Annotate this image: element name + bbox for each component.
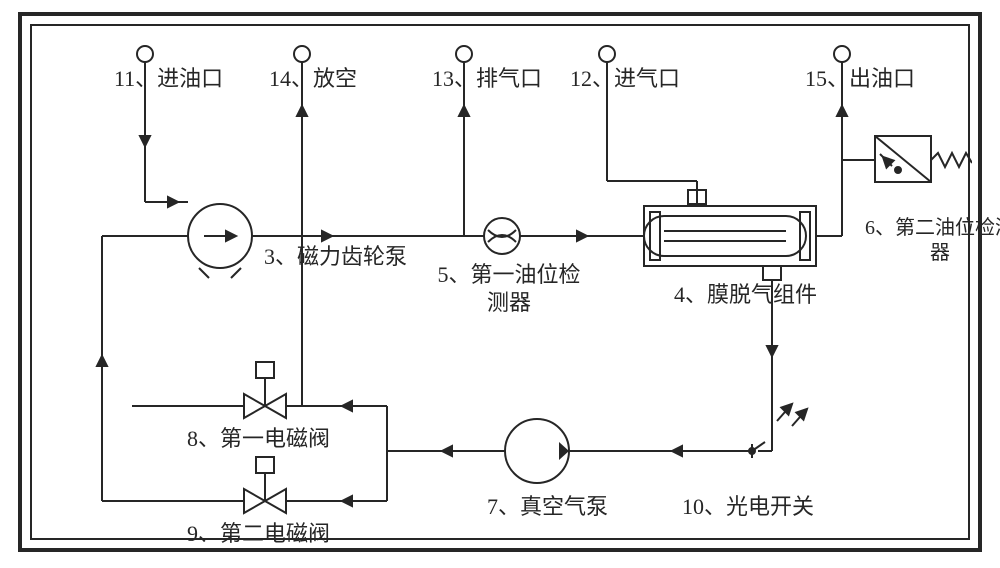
diagram-canvas: 11、进油口 14、放空 13、排气口 12、进气口 15、出油口 3、磁力齿轮… [0,0,1000,568]
port-11-icon [137,46,153,62]
outer-border: 11、进油口 14、放空 13、排气口 12、进气口 15、出油口 3、磁力齿轮… [18,12,982,552]
label-5: 5、第一油位检 测器 [434,261,584,316]
port-14-icon [294,46,310,62]
label-10: 10、光电开关 [682,494,814,520]
label-6: 6、第二油位检测 器 [850,216,1000,266]
solenoid-valve-1-icon [244,362,286,418]
port-12-icon [599,46,615,62]
label-3: 3、磁力齿轮泵 [264,244,407,270]
label-8: 8、第一电磁阀 [187,426,330,452]
label-15: 15、出油口 [805,66,915,92]
label-7: 7、真空气泵 [487,494,608,520]
inner-border: 11、进油口 14、放空 13、排气口 12、进气口 15、出油口 3、磁力齿轮… [30,24,970,540]
label-13: 13、排气口 [432,66,542,92]
label-12: 12、进气口 [570,66,680,92]
port-13-icon [456,46,472,62]
port-15-icon [834,46,850,62]
label-9: 9、第二电磁阀 [187,521,330,547]
label-11: 11、进油口 [114,66,223,92]
label-4: 4、膜脱气组件 [674,282,817,308]
label-14: 14、放空 [269,66,357,92]
solenoid-valve-2-icon [244,457,286,513]
